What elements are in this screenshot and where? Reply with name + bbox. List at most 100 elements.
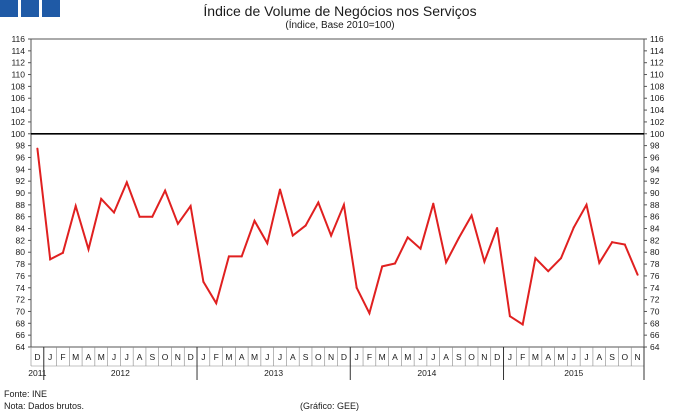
month-tick-label: J	[431, 352, 435, 362]
month-tick-label: J	[572, 352, 576, 362]
month-tick-label: O	[315, 352, 322, 362]
data-point	[457, 237, 460, 240]
data-point	[585, 203, 588, 206]
y-tick-label-right: 88	[650, 200, 660, 210]
logo-square	[42, 0, 60, 17]
y-tick-label-left: 86	[16, 212, 26, 222]
y-tick-label-left: 70	[16, 306, 26, 316]
data-point	[113, 211, 116, 214]
data-point	[61, 251, 64, 254]
month-tick-label: M	[251, 352, 258, 362]
logo-square	[21, 0, 39, 17]
month-tick-label: J	[508, 352, 512, 362]
month-tick-label: S	[609, 352, 615, 362]
month-tick-label: D	[34, 352, 40, 362]
y-tick-label-left: 68	[16, 318, 26, 328]
y-tick-label-left: 116	[11, 34, 25, 44]
data-point	[355, 286, 358, 289]
y-tick-label-left: 72	[16, 295, 26, 305]
month-tick-label: F	[60, 352, 65, 362]
data-point	[125, 181, 128, 184]
data-point	[279, 188, 282, 191]
y-tick-label-left: 90	[16, 188, 26, 198]
data-point	[611, 241, 614, 244]
month-tick-label: M	[557, 352, 564, 362]
data-point	[189, 205, 192, 208]
logo	[0, 0, 60, 17]
y-tick-label-right: 78	[650, 259, 660, 269]
y-tick-label-left: 88	[16, 200, 26, 210]
month-tick-label: A	[596, 352, 602, 362]
year-label: 2013	[264, 368, 283, 378]
month-tick-label: N	[175, 352, 181, 362]
y-tick-label-left: 94	[16, 164, 26, 174]
month-tick-label: M	[72, 352, 79, 362]
month-tick-label: J	[112, 352, 116, 362]
y-tick-label-right: 114	[650, 46, 664, 56]
month-tick-label: N	[328, 352, 334, 362]
y-tick-label-right: 90	[650, 188, 660, 198]
month-tick-label: N	[635, 352, 641, 362]
month-tick-label: J	[125, 352, 129, 362]
y-tick-label-right: 84	[650, 224, 660, 234]
data-point	[636, 273, 639, 276]
month-tick-label: J	[201, 352, 205, 362]
y-tick-label-left: 64	[16, 342, 26, 352]
data-point	[202, 280, 205, 283]
y-tick-label-right: 72	[650, 295, 660, 305]
y-tick-label-right: 82	[650, 235, 660, 245]
month-tick-label: A	[86, 352, 92, 362]
month-tick-label: S	[149, 352, 155, 362]
month-tick-label: D	[494, 352, 500, 362]
data-point	[240, 255, 243, 258]
data-point	[304, 224, 307, 227]
y-tick-label-right: 104	[650, 105, 664, 115]
month-tick-label: F	[214, 352, 219, 362]
data-point	[227, 255, 230, 258]
data-point	[445, 261, 448, 264]
data-point	[534, 257, 537, 260]
month-tick-label: A	[137, 352, 143, 362]
month-tick-label: M	[404, 352, 411, 362]
data-point	[572, 226, 575, 229]
y-tick-label-left: 114	[11, 46, 25, 56]
y-tick-label-left: 98	[16, 141, 26, 151]
data-point	[470, 214, 473, 217]
data-point	[368, 312, 371, 315]
y-tick-label-left: 80	[16, 247, 26, 257]
y-tick-label-right: 112	[650, 58, 664, 68]
data-point	[100, 197, 103, 200]
y-tick-label-right: 116	[650, 34, 664, 44]
y-tick-label-left: 104	[11, 105, 25, 115]
data-point	[317, 201, 320, 204]
data-point	[598, 261, 601, 264]
y-tick-label-left: 84	[16, 224, 26, 234]
y-tick-label-left: 92	[16, 176, 26, 186]
month-tick-label: A	[545, 352, 551, 362]
data-point	[49, 258, 52, 261]
y-tick-label-right: 86	[650, 212, 660, 222]
data-point	[406, 236, 409, 239]
series-line	[36, 148, 639, 327]
month-tick-label: O	[468, 352, 475, 362]
year-label: 2014	[417, 368, 436, 378]
data-point	[559, 257, 562, 260]
data-point	[87, 248, 90, 251]
month-tick-label: N	[481, 352, 487, 362]
y-tick-label-right: 98	[650, 141, 660, 151]
month-tick-label: A	[443, 352, 449, 362]
data-point	[623, 243, 626, 246]
data-point	[253, 219, 256, 222]
month-tick-label: J	[265, 352, 269, 362]
y-tick-label-right: 110	[650, 70, 664, 80]
year-label: 2011	[28, 368, 47, 378]
data-point	[330, 234, 333, 237]
month-tick-label: D	[341, 352, 347, 362]
data-point	[151, 215, 154, 218]
y-tick-label-left: 112	[11, 58, 25, 68]
data-point	[291, 234, 294, 237]
data-point	[483, 260, 486, 263]
data-point	[419, 247, 422, 250]
logo-square	[0, 0, 18, 17]
chart-title: Índice de Volume de Negócios nos Serviço…	[203, 3, 477, 19]
